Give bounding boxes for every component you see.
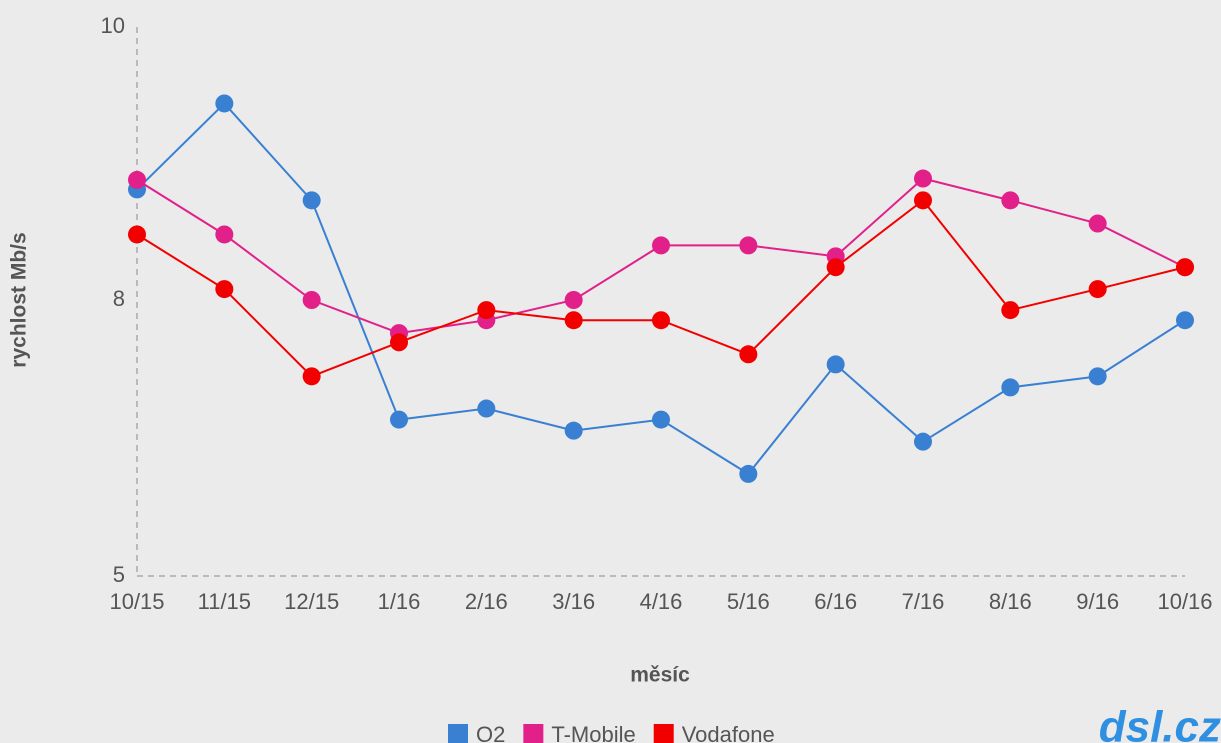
data-point xyxy=(652,311,670,330)
y-tick-label: 5 xyxy=(113,562,125,587)
legend-swatch xyxy=(523,724,544,743)
legend-label: O2 xyxy=(476,722,505,743)
data-point xyxy=(215,225,234,244)
data-point xyxy=(564,421,583,440)
data-point xyxy=(1088,367,1107,386)
data-point xyxy=(914,191,932,210)
data-point xyxy=(1176,258,1194,277)
x-tick-label: 12/15 xyxy=(284,589,339,614)
x-tick-label: 11/15 xyxy=(198,589,251,614)
data-point xyxy=(128,170,146,189)
x-tick-label: 6/16 xyxy=(814,589,857,614)
x-tick-label: 7/16 xyxy=(902,589,945,614)
data-point xyxy=(826,355,845,374)
logo: dsl.cz xyxy=(1099,703,1221,743)
data-point xyxy=(1088,280,1107,299)
data-point xyxy=(215,94,234,113)
data-point xyxy=(564,291,583,309)
x-tick-label: 10/16 xyxy=(1157,589,1212,614)
data-point xyxy=(1001,191,1020,210)
x-tick-label: 5/16 xyxy=(727,589,770,614)
data-point xyxy=(128,225,146,244)
data-point xyxy=(914,169,932,188)
x-tick-label: 4/16 xyxy=(640,589,683,614)
data-point xyxy=(477,301,496,320)
data-point xyxy=(914,432,932,451)
y-tick-label: 8 xyxy=(113,286,125,311)
data-point xyxy=(215,280,234,299)
data-point xyxy=(739,236,758,255)
legend-swatch xyxy=(653,724,674,743)
x-tick-label: 9/16 xyxy=(1076,589,1119,614)
legend-swatch xyxy=(448,724,468,743)
data-point xyxy=(477,399,496,418)
data-point xyxy=(652,410,670,429)
data-point xyxy=(1176,311,1194,330)
x-tick-label: 1/16 xyxy=(378,589,421,614)
data-point xyxy=(1088,214,1107,233)
x-tick-label: 10/15 xyxy=(109,589,164,614)
x-tick-label: 8/16 xyxy=(989,589,1032,614)
legend-label: Vodafone xyxy=(682,722,775,743)
data-point xyxy=(390,333,408,352)
y-tick-label: 10 xyxy=(101,13,125,38)
data-point xyxy=(652,236,670,255)
data-point xyxy=(390,410,408,429)
y-axis-label: rychlost Mb/s xyxy=(8,232,31,367)
x-tick-label: 3/16 xyxy=(552,589,595,614)
data-point xyxy=(1001,301,1020,320)
data-point xyxy=(739,345,758,364)
data-point xyxy=(739,464,758,483)
data-point xyxy=(1001,378,1020,397)
data-point xyxy=(564,311,583,330)
legend-label: T-Mobile xyxy=(551,722,635,743)
data-point xyxy=(302,291,321,309)
x-axis-label: měsíc xyxy=(630,664,690,687)
x-tick-label: 2/16 xyxy=(465,589,508,614)
data-point xyxy=(302,191,321,210)
data-point xyxy=(302,367,321,386)
data-point xyxy=(826,258,845,277)
